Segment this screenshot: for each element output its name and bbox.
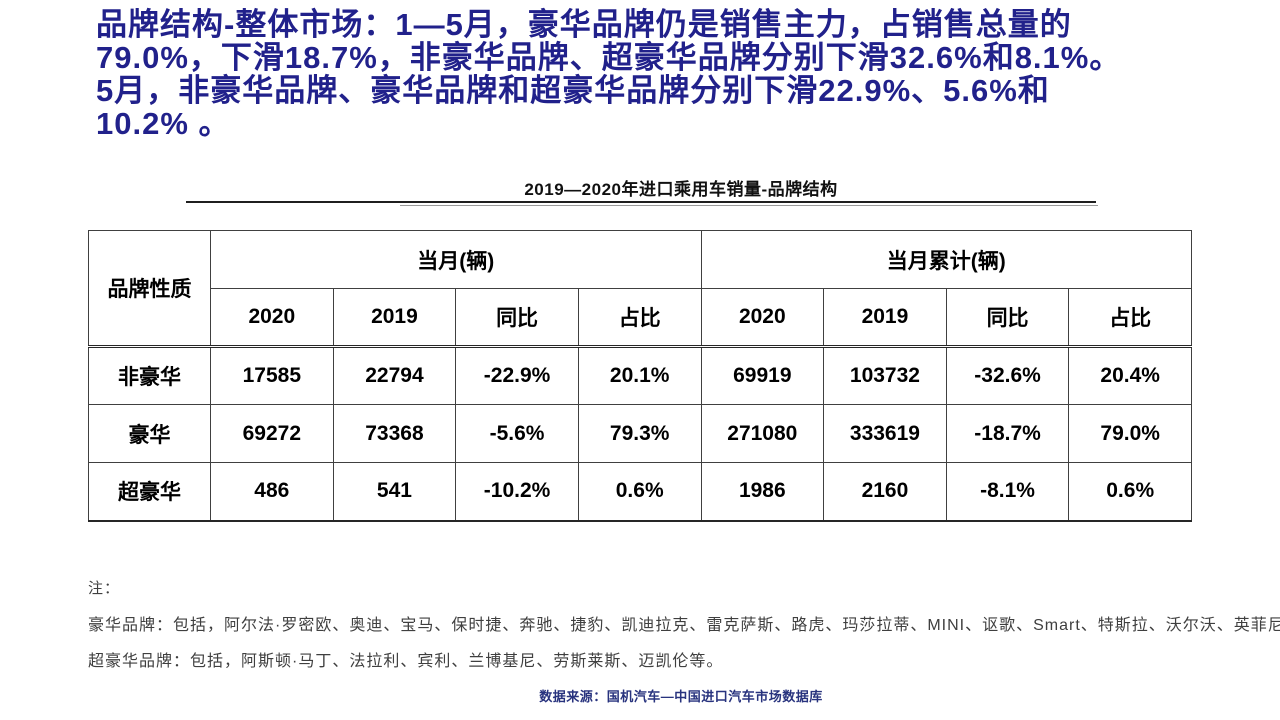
cell-value: 20.4% [1068,345,1192,405]
cell-value: 2160 [823,462,947,522]
note-super-luxury-brands: 超豪华品牌：包括，阿斯顿·马丁、法拉利、宾利、兰博基尼、劳斯莱斯、迈凯伦等。 [88,653,724,670]
table-header-group-row: 品牌性质 当月(辆) 当月累计(辆) [88,230,1192,347]
brand-structure-table: 品牌性质 当月(辆) 当月累计(辆) 2020 2019 同比 占比 2020 … [88,230,1192,522]
headline-line-4: 10.2% 。 [96,106,231,141]
column-header-brand-type: 品牌性质 [88,230,211,347]
row-label: 豪华 [88,404,211,463]
column-header-cum-yoy: 同比 [945,288,1070,348]
column-header-cum-2019: 2019 [823,288,947,348]
data-source: 数据来源：国机汽车—中国进口汽车市场数据库 [539,689,823,704]
title-underline-shadow [400,205,1098,206]
cell-value: 103732 [823,345,947,405]
column-header-month-share: 占比 [577,288,702,348]
cell-value: 541 [332,462,457,522]
cell-value: 0.6% [1068,462,1192,522]
row-label: 非豪华 [88,345,211,405]
cell-value: -10.2% [455,462,579,522]
note-luxury-brands: 豪华品牌：包括，阿尔法·罗密欧、奥迪、宝马、保时捷、奔驰、捷豹、凯迪拉克、雷克萨… [88,617,1280,634]
group-header-current-month: 当月(辆) [210,230,702,289]
cell-value: 271080 [700,404,825,463]
cell-value: 69272 [210,404,334,463]
row-label: 超豪华 [88,462,211,522]
headline-line-3: 5月，非豪华品牌、豪华品牌和超豪华品牌分别下滑22.9%、5.6%和 [96,73,1050,108]
notes-label: 注： [88,580,121,597]
cell-value: 1986 [700,462,825,522]
cell-value: -32.6% [945,345,1070,405]
cell-value: -8.1% [945,462,1070,522]
table-header-sub-row: 2020 2019 同比 占比 2020 2019 同比 占比 [89,288,1192,348]
cell-value: 20.1% [577,345,702,405]
column-header-month-yoy: 同比 [455,288,579,348]
cell-value: -5.6% [455,404,579,463]
cell-value: -22.9% [455,345,579,405]
column-header-month-2020: 2020 [210,288,334,348]
headline-line-2: 79.0%，下滑18.7%，非豪华品牌、超豪华品牌分别下滑32.6%和8.1%。 [96,40,1122,75]
cell-value: 0.6% [577,462,702,522]
table-row-super-luxury: 超豪华 486 541 -10.2% 0.6% 1986 2160 -8.1% … [88,462,1192,522]
cell-value: 17585 [210,345,334,405]
cell-value: 22794 [332,345,457,405]
cell-value: 79.0% [1068,404,1192,463]
cell-value: -18.7% [945,404,1070,463]
group-header-cumulative: 当月累计(辆) [700,230,1192,289]
cell-value: 486 [210,462,334,522]
headline: 品牌结构-整体市场：1—5月，豪华品牌仍是销售主力，占销售总量的 79.0%，下… [96,8,1216,140]
column-header-month-2019: 2019 [332,288,457,348]
column-header-cum-2020: 2020 [700,288,825,348]
headline-line-1: 品牌结构-整体市场：1—5月，豪华品牌仍是销售主力，占销售总量的 [96,7,1072,42]
title-underline [186,201,1096,203]
cell-value: 333619 [823,404,947,463]
cell-value: 79.3% [577,404,702,463]
cell-value: 73368 [332,404,457,463]
table-row-non-luxury: 非豪华 17585 22794 -22.9% 20.1% 69919 10373… [88,345,1192,405]
cell-value: 69919 [700,345,825,405]
table-title: 2019—2020年进口乘用车销量-品牌结构 [524,180,838,199]
table-row-luxury: 豪华 69272 73368 -5.6% 79.3% 271080 333619… [88,404,1192,463]
column-header-cum-share: 占比 [1068,288,1192,348]
